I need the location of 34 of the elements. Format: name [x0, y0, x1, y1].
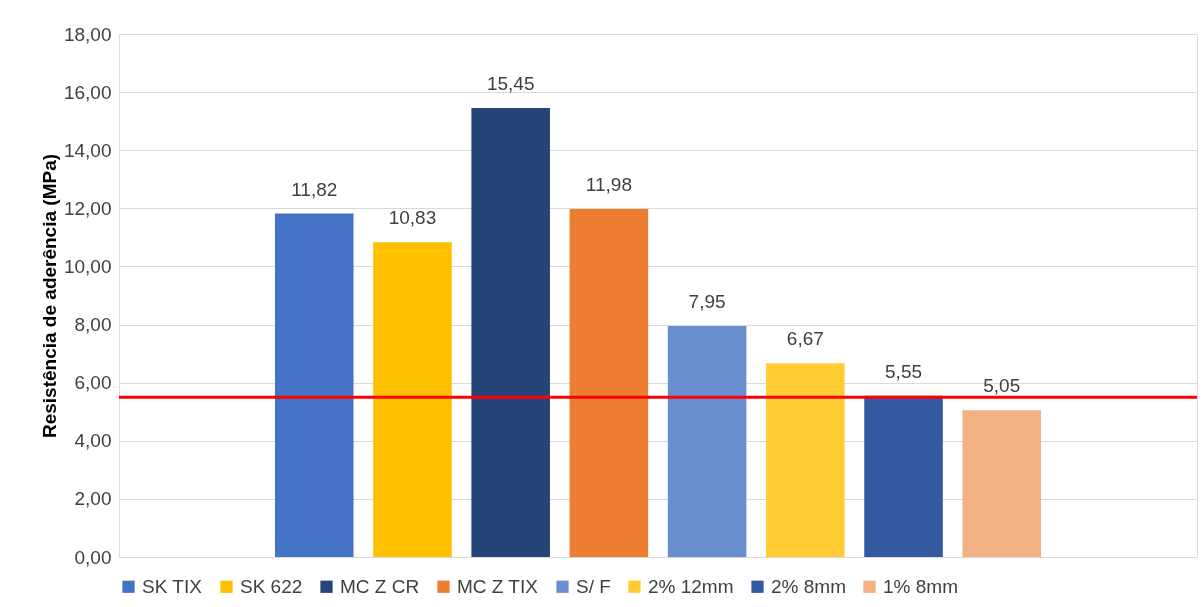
y-tick-label: 6,00 [74, 372, 112, 394]
legend-label: 2% 12mm [648, 575, 734, 597]
y-tick-label: 16,00 [63, 81, 112, 103]
data-label: 10,83 [388, 207, 437, 229]
bar [569, 208, 649, 557]
bar [373, 242, 452, 557]
y-tick-label: 8,00 [74, 314, 112, 336]
legend-label: SK 622 [240, 575, 303, 597]
y-tick-label: 14,00 [63, 139, 112, 161]
y-axis-title: Resistência de aderência (MPa) [38, 153, 60, 439]
data-label: 11,98 [585, 173, 632, 195]
bar [962, 410, 1042, 557]
y-tick-label: 18,00 [63, 23, 112, 45]
data-label: 5,55 [885, 360, 923, 382]
legend-label: 1% 8mm [883, 575, 958, 597]
y-tick-label: 0,00 [74, 546, 112, 568]
bar [766, 363, 845, 557]
data-label: 15,45 [486, 73, 535, 95]
y-tick-label: 12,00 [63, 197, 112, 219]
data-label: 11,82 [291, 178, 338, 200]
bar [274, 213, 354, 557]
legend-label: MC Z TIX [457, 575, 539, 597]
legend-label: SK TIX [142, 575, 203, 597]
legend-label: S/ F [576, 575, 611, 597]
y-tick-label: 10,00 [63, 255, 112, 277]
bar [471, 108, 550, 557]
data-label: 7,95 [688, 291, 726, 313]
data-label: 6,67 [786, 328, 824, 350]
bar [667, 326, 747, 557]
y-tick-label: 2,00 [74, 488, 112, 510]
y-tick-label: 4,00 [74, 430, 112, 452]
data-label: 5,05 [983, 375, 1021, 397]
legend-label: MC Z CR [340, 575, 420, 597]
legend-label: 2% 8mm [771, 575, 846, 597]
